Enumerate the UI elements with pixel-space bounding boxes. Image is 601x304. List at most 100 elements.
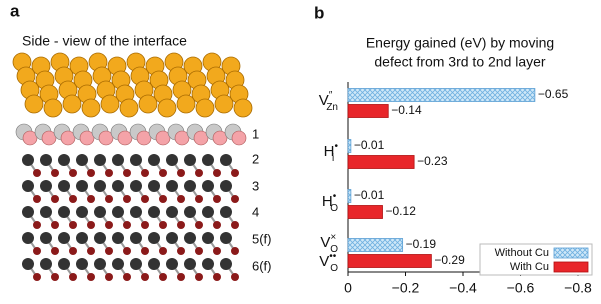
atom [231,273,239,281]
atom [141,221,149,229]
atom [231,221,239,229]
atom [123,169,131,177]
label-sup: ″ [329,90,333,101]
atom [25,95,43,113]
legend-swatch [554,262,588,272]
bar [348,156,414,169]
atom [177,95,195,113]
atom [94,180,106,192]
label-sub: O [330,263,338,274]
atom [130,232,142,244]
atom [148,154,160,166]
atom [213,247,221,255]
atom [112,258,124,270]
atom [148,232,160,244]
atom [130,154,142,166]
x-tick-label: 0 [344,280,352,296]
value-label: −0.01 [354,188,385,202]
x-tick-label: −0.8 [564,280,592,296]
atom [213,195,221,203]
atom [51,169,59,177]
category-label: H•O [322,191,338,214]
atom [166,258,178,270]
layer-label: 6(f) [252,258,272,273]
atom [87,169,95,177]
atom [148,258,160,270]
atom [105,221,113,229]
bar [348,140,351,153]
atom [33,273,41,281]
atom [195,169,203,177]
value-label: −0.19 [406,237,437,251]
panel-label: b [314,3,324,22]
label-sub: O [330,203,338,214]
atom [232,131,246,145]
atom [202,258,214,270]
atom [195,273,203,281]
atom [58,232,70,244]
atom [58,180,70,192]
atom [202,154,214,166]
atom [123,247,131,255]
label-sup: •• [329,251,337,262]
label-sub: Zn [326,102,338,113]
layer-label: 4 [252,204,259,219]
atom [87,247,95,255]
atom [130,206,142,218]
atom [22,206,34,218]
label-sup: × [330,232,336,243]
layer-label: 3 [252,178,259,193]
atom [166,206,178,218]
atom [166,232,178,244]
atom [231,195,239,203]
atom [63,95,81,113]
atom [166,180,178,192]
atom [69,221,77,229]
atom [51,273,59,281]
category-label: V••O [319,251,338,274]
atom [177,221,185,229]
atom [69,195,77,203]
atom [101,95,119,113]
atom [76,180,88,192]
atom [220,258,232,270]
atom [130,258,142,270]
atom [220,154,232,166]
atom [58,258,70,270]
atom [148,206,160,218]
atom [105,273,113,281]
atom [148,180,160,192]
atom [69,273,77,281]
atom [33,195,41,203]
label-base: V [319,253,329,270]
value-label: −0.65 [538,87,569,101]
layer-label: 1 [252,126,259,141]
atom [141,195,149,203]
atom [87,273,95,281]
atom [33,221,41,229]
atom [69,169,77,177]
x-tick-label: −0.6 [507,280,535,296]
atom [177,169,185,177]
atom [213,169,221,177]
label-sub: i [332,153,334,164]
atom [195,221,203,229]
atom [87,195,95,203]
panel-label: a [10,1,20,20]
atom [33,247,41,255]
atom [22,258,34,270]
layer-label: 5(f) [252,231,272,246]
atom [51,247,59,255]
atom [184,206,196,218]
atom [139,95,157,113]
atom [94,232,106,244]
atom [220,180,232,192]
atom [112,232,124,244]
figure: a Side - view of the interface 12345(f)6… [0,0,601,304]
atom [166,154,178,166]
atom [105,195,113,203]
atom [105,169,113,177]
atom [220,206,232,218]
bar [348,206,383,219]
